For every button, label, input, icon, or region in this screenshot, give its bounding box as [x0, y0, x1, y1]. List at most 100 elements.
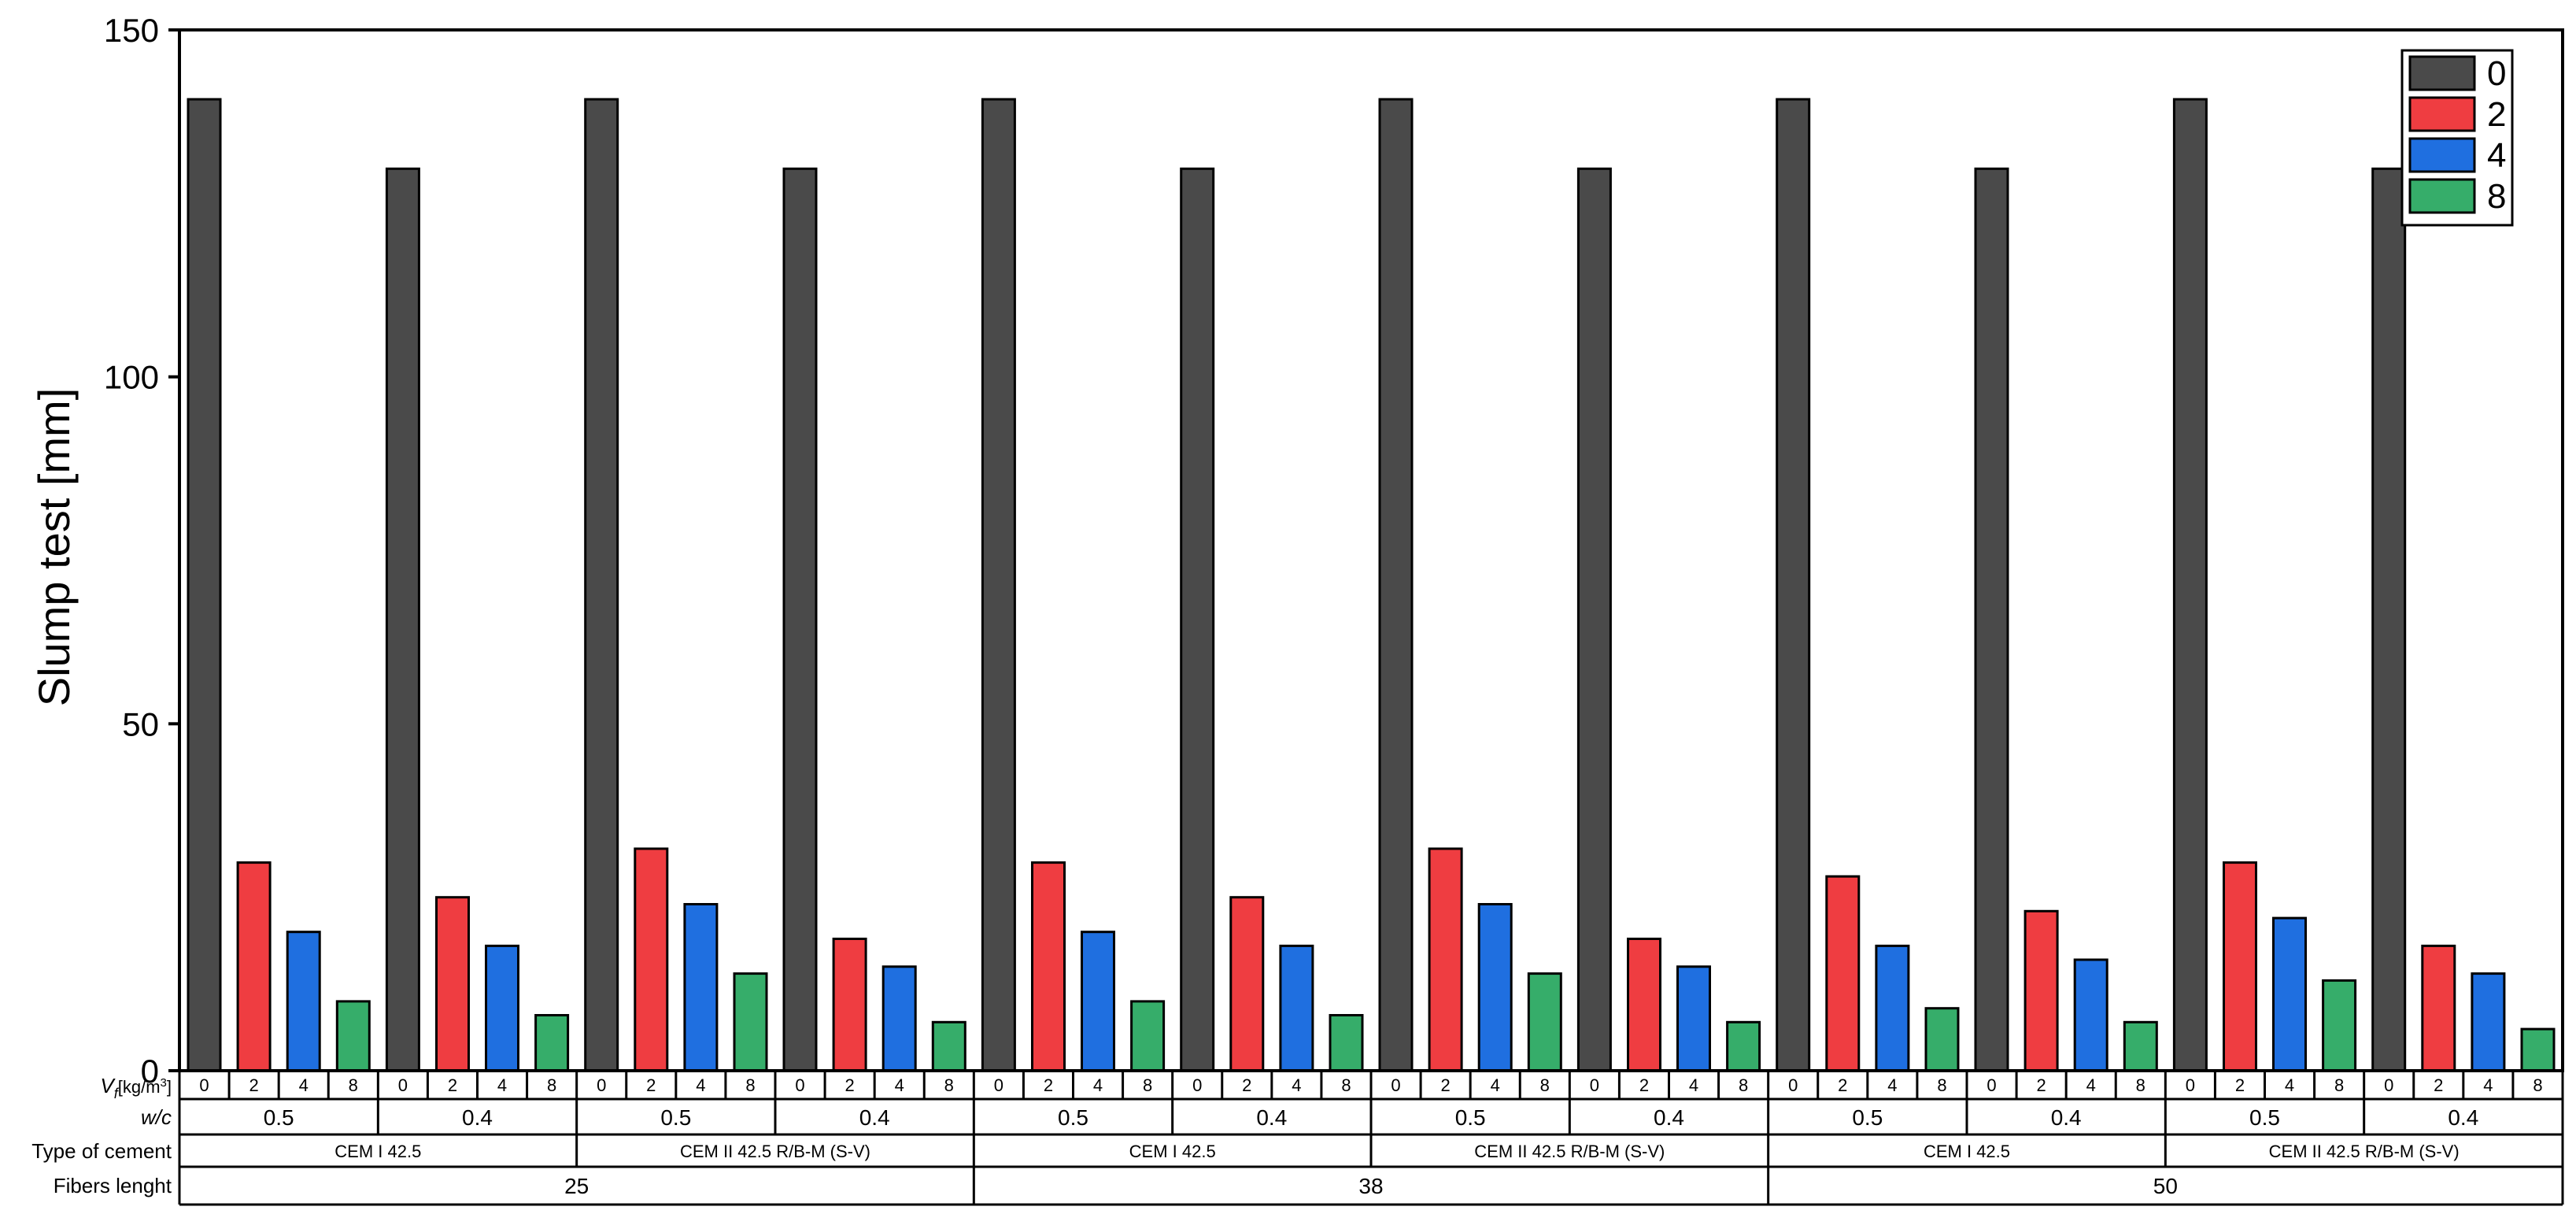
vf-cell: 0 — [994, 1075, 1003, 1095]
bar — [931, 1020, 966, 1072]
vf-cell: 2 — [448, 1075, 457, 1095]
vf-cell: 4 — [1093, 1075, 1103, 1095]
vf-cell: 2 — [845, 1075, 855, 1095]
row-label-vf-part: f — [114, 1086, 120, 1101]
wc-cell: 0.4 — [462, 1105, 493, 1130]
bar — [2371, 167, 2407, 1072]
bar — [1776, 98, 1811, 1072]
vf-cell: 2 — [2434, 1075, 2443, 1095]
bar — [1031, 861, 1066, 1072]
bar — [435, 896, 470, 1072]
vf-cell: 0 — [1192, 1075, 1202, 1095]
bar — [733, 972, 768, 1072]
bar — [1329, 1014, 1364, 1072]
bar — [1875, 944, 1910, 1072]
vf-cell: 0 — [1391, 1075, 1400, 1095]
wc-cell: 0.4 — [2051, 1105, 2082, 1130]
row-label-wc: w/c — [141, 1105, 172, 1129]
bar — [584, 98, 619, 1072]
vf-cell: 4 — [696, 1075, 705, 1095]
bar — [1825, 875, 1861, 1072]
y-tick-label: 0 — [141, 1053, 159, 1090]
bar — [1130, 1000, 1166, 1072]
vf-cell: 0 — [2186, 1075, 2195, 1095]
bar — [2272, 916, 2307, 1072]
vf-cell: 0 — [1590, 1075, 1599, 1095]
vf-cell: 8 — [1540, 1075, 1550, 1095]
y-tick-label: 150 — [104, 12, 159, 49]
bar — [2073, 958, 2108, 1072]
vf-cell: 4 — [299, 1075, 309, 1095]
bar — [2223, 861, 2257, 1072]
bar — [1627, 938, 1661, 1072]
legend-label: 0 — [2487, 54, 2506, 93]
vf-cell: 2 — [249, 1075, 259, 1095]
vf-cell: 8 — [1739, 1075, 1748, 1095]
vf-cell: 4 — [2086, 1075, 2096, 1095]
bar — [2520, 1027, 2556, 1072]
bar — [683, 903, 719, 1072]
wc-cell: 0.4 — [859, 1105, 890, 1130]
cement-type-cell: CEM I 42.5 — [1924, 1142, 2010, 1161]
vf-cell: 0 — [398, 1075, 408, 1095]
bar — [1527, 972, 1562, 1072]
vf-cell: 8 — [349, 1075, 358, 1095]
vf-cell: 0 — [1987, 1075, 1996, 1095]
bar — [485, 944, 519, 1072]
vf-cell: 2 — [1441, 1075, 1451, 1095]
bar — [1924, 1007, 1960, 1072]
vf-cell: 2 — [1242, 1075, 1251, 1095]
vf-cell: 2 — [1838, 1075, 1847, 1095]
vf-cell: 4 — [497, 1075, 507, 1095]
y-tick-label: 100 — [104, 359, 159, 396]
vf-cell: 0 — [199, 1075, 209, 1095]
vf-cell: 0 — [795, 1075, 804, 1095]
fiber-length-cell: 38 — [1358, 1174, 1383, 1198]
legend-label: 2 — [2487, 95, 2506, 134]
category-table: Vf[kg/m3] w/c Type of cement Fibers lenght 2… — [31, 1071, 2564, 1206]
vf-cell: 8 — [1341, 1075, 1351, 1095]
row-label-vf-part: [kg/m — [118, 1077, 161, 1097]
bar — [1279, 944, 1314, 1072]
bar — [1477, 903, 1513, 1072]
bar — [782, 167, 818, 1072]
vf-cell: 0 — [2384, 1075, 2393, 1095]
legend-swatch — [2408, 178, 2476, 214]
bar — [286, 931, 321, 1072]
vf-cell: 8 — [1143, 1075, 1152, 1095]
vf-cell: 8 — [2334, 1075, 2344, 1095]
row-label-vf-part: ] — [167, 1077, 172, 1097]
fiber-length-cell: 25 — [564, 1174, 589, 1198]
wc-cell: 0.5 — [2249, 1105, 2280, 1130]
bar — [1081, 931, 1115, 1072]
vf-cell: 4 — [895, 1075, 904, 1095]
bar — [2023, 909, 2059, 1072]
vf-cell: 4 — [2483, 1075, 2493, 1095]
y-axis-title: Slump test [mm] — [29, 388, 79, 707]
bar — [385, 167, 420, 1072]
bar — [1428, 847, 1463, 1072]
wc-cell: 0.4 — [1654, 1105, 1684, 1130]
bar — [1676, 965, 1711, 1072]
vf-cell: 8 — [2533, 1075, 2542, 1095]
bar — [236, 861, 272, 1072]
cement-type-cell: CEM II 42.5 R/B-M (S-V) — [680, 1142, 870, 1161]
bar — [534, 1014, 570, 1072]
plot-area: 0 50 100 150 — [104, 12, 2564, 1090]
wc-cell: 0.5 — [1455, 1105, 1486, 1130]
bar — [2322, 979, 2357, 1072]
wc-cell: 0.5 — [1852, 1105, 1883, 1130]
wc-cell: 0.5 — [660, 1105, 691, 1130]
bar — [2471, 972, 2506, 1072]
bar — [2123, 1020, 2158, 1072]
vf-cell: 8 — [745, 1075, 755, 1095]
vf-cell: 2 — [2235, 1075, 2245, 1095]
vf-cell: 8 — [547, 1075, 556, 1095]
wc-cell: 0.4 — [2448, 1105, 2478, 1130]
bar — [2421, 944, 2456, 1072]
bar — [2172, 98, 2208, 1072]
bar — [981, 98, 1016, 1072]
bar — [1974, 167, 2009, 1072]
